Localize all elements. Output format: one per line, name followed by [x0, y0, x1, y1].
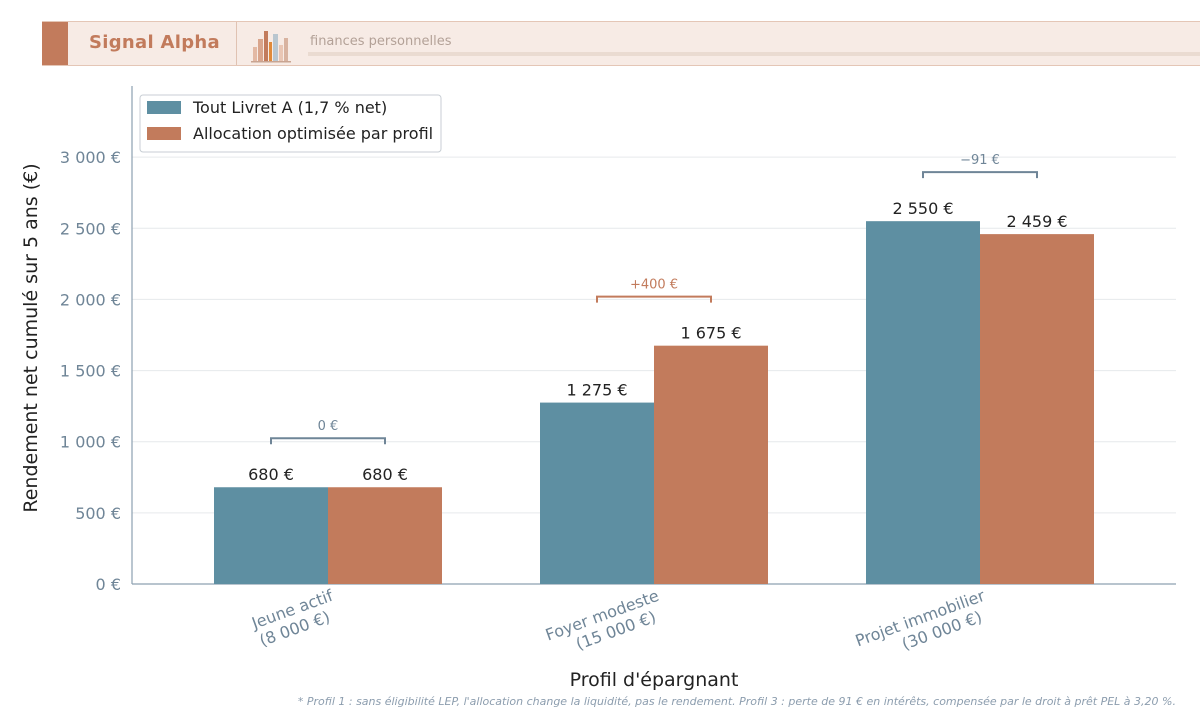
y-tick-label: 3 000 € [60, 148, 121, 167]
y-tick-label: 2 500 € [60, 219, 121, 238]
y-axis-title: Rendement net cumulé sur 5 ans (€) [20, 163, 42, 512]
bar-chart-logo-icon [251, 31, 291, 63]
bar-value-label: 680 € [362, 465, 408, 484]
brand-name[interactable]: Signal Alpha [89, 32, 220, 53]
bar-value-label: 2 459 € [1006, 212, 1067, 231]
x-tick-label: Foyer modeste(15 000 €) [543, 586, 668, 662]
bar-livret [866, 221, 980, 584]
bar-optimisee [654, 345, 768, 584]
bar-value-label: 2 550 € [892, 199, 953, 218]
bar-livret [214, 487, 328, 584]
legend-label: Allocation optimisée par profil [193, 124, 433, 143]
y-tick-label: 2 000 € [60, 290, 121, 309]
bar-value-label: 1 275 € [566, 381, 627, 400]
legend-swatch [147, 101, 181, 114]
bar-value-label: 1 675 € [680, 324, 741, 343]
legend-box [139, 94, 442, 153]
bar-value-label: 680 € [248, 465, 294, 484]
y-tick-label: 500 € [75, 504, 121, 523]
difference-label: −91 € [960, 153, 1000, 168]
y-tick-label: 1 000 € [60, 433, 121, 452]
difference-label: 0 € [318, 419, 339, 434]
bar-optimisee [980, 234, 1094, 584]
legend-label: Tout Livret A (1,7 % net) [192, 98, 387, 117]
tagline: finances personnelles [310, 34, 452, 49]
tagline-underline [308, 52, 1200, 56]
y-tick-label: 0 € [96, 575, 121, 594]
legend-swatch [147, 127, 181, 140]
difference-bracket [922, 171, 1038, 179]
x-tick-label: Projet immobilier(30 000 €) [853, 586, 995, 668]
banner-accent [42, 22, 68, 65]
footnote: * Profil 1 : sans éligibilité LEP, l'all… [297, 695, 1176, 708]
bar-optimisee [328, 487, 442, 584]
difference-bracket [596, 295, 712, 303]
bar-livret [540, 402, 654, 584]
banner-separator [236, 22, 237, 65]
y-tick-label: 1 500 € [60, 362, 121, 381]
x-axis-title: Profil d'épargnant [570, 669, 739, 691]
difference-label: +400 € [630, 278, 678, 293]
header-banner: Signal Alpha finances personnelles [42, 21, 1200, 66]
difference-bracket [270, 437, 386, 445]
x-tick-label: Jeune actif(8 000 €) [248, 586, 342, 651]
